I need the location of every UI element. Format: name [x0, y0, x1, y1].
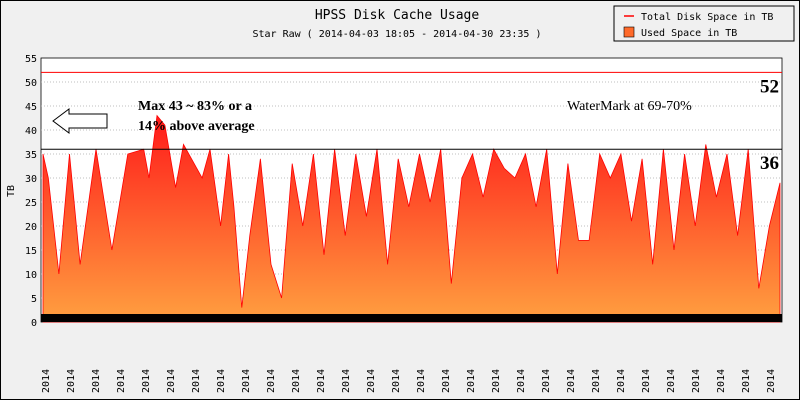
x-tick-label: 2014 — [591, 369, 602, 393]
x-tick-label: 2014 — [91, 369, 102, 393]
x-tick-label: 2014 — [741, 369, 752, 393]
x-axis-ticks: 2014 2014 2014 2014 2014 2014 2014 2014 2014 2014… — [41, 369, 777, 393]
reference-line-label: 36 — [760, 153, 779, 174]
y-tick-label: 15 — [25, 246, 37, 257]
y-tick-label: 55 — [25, 54, 37, 65]
legend: Total Disk Space in TB Used Space in TB — [613, 5, 795, 42]
y-axis-ticks: 0 5 10 15 20 25 30 35 40 45 50 55 — [25, 54, 37, 329]
chart-subtitle: Star Raw ( 2014-04-03 18:05 - 2014-04-30… — [253, 29, 542, 40]
y-tick-label: 40 — [25, 126, 37, 137]
x-tick-label: 2014 — [441, 369, 452, 393]
x-tick-label: 2014 — [616, 369, 627, 393]
used-space-area — [42, 114, 781, 323]
x-tick-label: 2014 — [66, 369, 77, 393]
y-axis-label: TB — [6, 185, 17, 197]
x-tick-label: 2014 — [516, 369, 527, 393]
x-tick-label: 2014 — [766, 369, 777, 393]
x-tick-label: 2014 — [216, 369, 227, 393]
max-annotation: Max 43 ~ 83% or a 14% above average — [52, 99, 255, 134]
legend-total-label: Total Disk Space in TB — [641, 12, 773, 23]
x-tick-label: 2014 — [416, 369, 427, 393]
y-tick-label: 0 — [31, 318, 37, 329]
x-tick-label: 2014 — [141, 369, 152, 393]
x-tick-label: 2014 — [691, 369, 702, 393]
x-tick-label: 2014 — [391, 369, 402, 393]
x-tick-label: 2014 — [41, 369, 52, 393]
x-axis-band — [41, 314, 782, 322]
x-tick-label: 2014 — [341, 369, 352, 393]
left-arrow-icon — [52, 108, 108, 134]
max-annotation-line-1: Max 43 ~ 83% or a — [138, 99, 252, 114]
y-tick-label: 30 — [25, 174, 37, 185]
x-tick-label: 2014 — [191, 369, 202, 393]
x-tick-label: 2014 — [266, 369, 277, 393]
x-tick-label: 2014 — [316, 369, 327, 393]
x-tick-label: 2014 — [366, 369, 377, 393]
y-tick-label: 35 — [25, 150, 37, 161]
y-tick-label: 45 — [25, 102, 37, 113]
x-tick-label: 2014 — [716, 369, 727, 393]
legend-used-label: Used Space in TB — [641, 28, 737, 39]
x-tick-label: 2014 — [541, 369, 552, 393]
x-tick-label: 2014 — [641, 369, 652, 393]
chart-title: HPSS Disk Cache Usage — [315, 8, 480, 23]
y-tick-label: 25 — [25, 198, 37, 209]
x-tick-label: 2014 — [491, 369, 502, 393]
max-annotation-line-2: 14% above average — [138, 119, 255, 134]
legend-box — [613, 5, 795, 42]
x-tick-label: 2014 — [566, 369, 577, 393]
x-tick-label: 2014 — [116, 369, 127, 393]
x-tick-label: 2014 — [291, 369, 302, 393]
x-tick-label: 2014 — [666, 369, 677, 393]
reference-line-label: 52 — [760, 76, 779, 97]
x-tick-label: 2014 — [166, 369, 177, 393]
watermark-annotation: WaterMark at 69-70% — [567, 99, 692, 114]
y-tick-label: 10 — [25, 270, 37, 281]
legend-used-swatch — [623, 26, 635, 38]
y-tick-label: 5 — [31, 294, 37, 305]
y-tick-label: 50 — [25, 78, 37, 89]
x-tick-label: 2014 — [466, 369, 477, 393]
reference-lines: 52 36 — [41, 71, 782, 174]
x-tick-label: 2014 — [241, 369, 252, 393]
y-tick-label: 20 — [25, 222, 37, 233]
